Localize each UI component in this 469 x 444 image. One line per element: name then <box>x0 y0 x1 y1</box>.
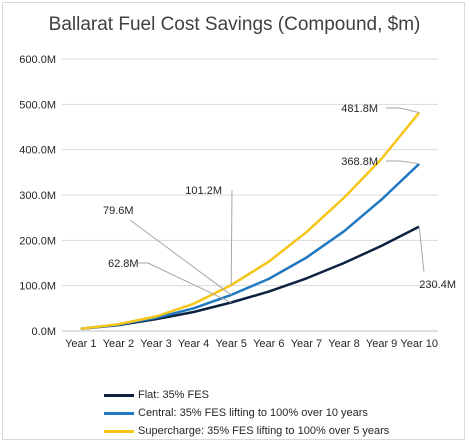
data-label: 101.2M <box>185 185 222 197</box>
y-tick-label: 100.0M <box>19 281 56 293</box>
series-line-flat <box>80 225 420 330</box>
y-tick-label: 400.0M <box>19 145 56 157</box>
annotation-leader <box>138 262 232 303</box>
y-tick-label: 0.0M <box>32 326 56 338</box>
x-tick-label: Year 4 <box>178 338 209 350</box>
data-label: 230.4M <box>419 279 456 291</box>
legend-label-supercharge: Supercharge: 35% FES lifting to 100% ove… <box>138 425 390 437</box>
x-tick-label: Year 2 <box>103 338 134 350</box>
chart-frame <box>2 2 465 440</box>
y-tick-label: 600.0M <box>19 54 56 66</box>
y-tick-label: 300.0M <box>19 190 56 202</box>
x-tick-label: Year 7 <box>291 338 322 350</box>
x-tick-label: Year 9 <box>366 338 397 350</box>
chart-title: Ballarat Fuel Cost Savings (Compound, $m… <box>48 14 421 35</box>
legend-label-flat: Flat: 35% FES <box>138 389 209 401</box>
legend-item-supercharge: Supercharge: 35% FES lifting to 100% ove… <box>104 422 389 440</box>
data-label: 481.8M <box>341 103 378 115</box>
data-label: 62.8M <box>108 258 139 270</box>
annotation-leader <box>418 226 425 273</box>
legend-swatch-supercharge <box>104 429 134 433</box>
annotation-leader <box>129 219 232 296</box>
legend-label-central: Central: 35% FES lifting to 100% over 10… <box>138 407 368 419</box>
series-line-central <box>80 162 421 330</box>
legend-swatch-central <box>104 411 134 415</box>
x-tick-label: Year 5 <box>215 338 246 350</box>
y-tick-label: 500.0M <box>19 99 56 111</box>
data-label: 79.6M <box>103 205 134 217</box>
y-tick-label: 200.0M <box>19 235 56 247</box>
annotation-leader <box>386 160 420 165</box>
legend-item-flat: Flat: 35% FES <box>104 386 389 404</box>
series-line-supercharge <box>80 111 421 330</box>
annotation-leader <box>230 189 233 286</box>
x-tick-label: Year 10 <box>400 338 438 350</box>
chart-legend: Flat: 35% FES Central: 35% FES lifting t… <box>104 386 389 440</box>
legend-item-central: Central: 35% FES lifting to 100% over 10… <box>104 404 389 422</box>
legend-swatch-flat <box>104 393 134 397</box>
x-tick-label: Year 1 <box>65 338 96 350</box>
x-tick-label: Year 3 <box>140 338 171 350</box>
x-tick-label: Year 8 <box>328 338 359 350</box>
data-label: 368.8M <box>341 156 378 168</box>
x-tick-label: Year 6 <box>253 338 284 350</box>
annotation-leader <box>386 107 420 114</box>
